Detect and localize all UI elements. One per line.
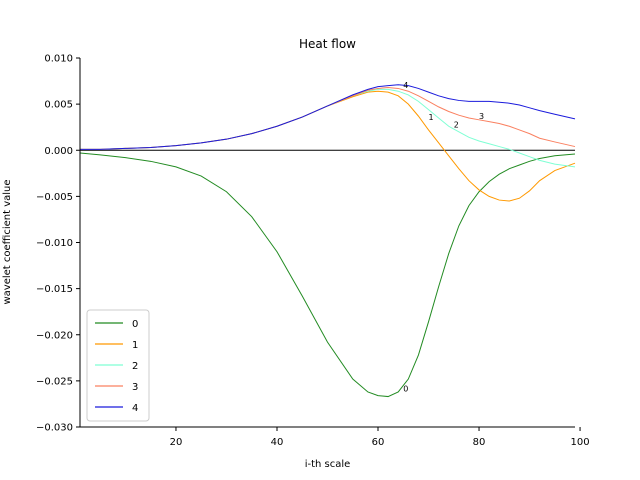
series-line-4 <box>80 84 576 150</box>
x-tick-label: 40 <box>271 437 284 448</box>
y-tick-label: 0.005 <box>44 100 73 111</box>
series-annotation-3: 3 <box>479 112 484 121</box>
y-tick-label: 0.000 <box>44 146 73 157</box>
series-annotation-4: 4 <box>403 81 408 90</box>
series-annotation-1: 1 <box>429 113 434 122</box>
legend-label-3: 3 <box>132 382 138 393</box>
legend-label-4: 4 <box>132 403 138 414</box>
y-axis: 0.010 0.005 0.000 −0.005 −0.010 −0.015 −0.020 −… <box>36 54 81 434</box>
legend-label-1: 1 <box>132 340 138 351</box>
x-tick-label: 60 <box>372 437 385 448</box>
legend-label-2: 2 <box>132 361 138 372</box>
x-axis-label: i-th scale <box>305 459 351 470</box>
y-axis-label: wavelet coefficient value <box>2 179 13 304</box>
y-tick-label: −0.030 <box>36 423 73 434</box>
y-tick-label: 0.010 <box>44 54 73 65</box>
x-tick-label: 20 <box>170 437 183 448</box>
y-tick-label: −0.005 <box>36 192 73 203</box>
series-line-0 <box>79 152 576 398</box>
x-axis: 20 40 60 80 100 <box>80 426 590 448</box>
series-annotation-0: 0 <box>403 384 408 393</box>
y-tick-label: −0.010 <box>36 238 73 249</box>
legend: 0 1 2 3 4 <box>86 309 150 422</box>
series-annotation-2: 2 <box>454 120 459 129</box>
plot-area: 0 1 2 3 4 <box>79 81 576 398</box>
y-tick-label: −0.015 <box>36 284 73 295</box>
chart-title: Heat flow <box>299 37 356 51</box>
y-tick-label: −0.020 <box>36 330 73 341</box>
y-tick-label: −0.025 <box>36 376 73 387</box>
legend-label-0: 0 <box>132 319 138 330</box>
x-tick-label: 80 <box>473 437 486 448</box>
x-tick-label: 100 <box>571 437 590 448</box>
